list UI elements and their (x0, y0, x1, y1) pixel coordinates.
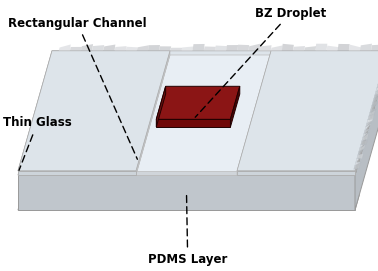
Polygon shape (18, 51, 378, 171)
Polygon shape (360, 143, 366, 148)
Polygon shape (357, 153, 364, 159)
Polygon shape (237, 51, 378, 171)
Polygon shape (360, 44, 372, 51)
Polygon shape (156, 86, 166, 127)
Polygon shape (92, 45, 104, 51)
Polygon shape (355, 51, 378, 175)
Polygon shape (369, 110, 375, 116)
Polygon shape (18, 175, 355, 210)
Polygon shape (70, 47, 82, 51)
Polygon shape (237, 51, 271, 175)
Polygon shape (367, 117, 373, 123)
Polygon shape (376, 85, 378, 92)
Text: BZ Droplet: BZ Droplet (195, 7, 326, 117)
Polygon shape (355, 55, 378, 210)
Polygon shape (366, 118, 372, 127)
Polygon shape (18, 171, 355, 175)
Polygon shape (136, 171, 237, 175)
Polygon shape (327, 46, 338, 51)
Polygon shape (18, 195, 359, 210)
Polygon shape (359, 145, 366, 152)
Polygon shape (304, 46, 316, 51)
Polygon shape (293, 46, 305, 51)
Polygon shape (373, 96, 378, 102)
Polygon shape (365, 123, 372, 130)
Polygon shape (18, 55, 378, 175)
Polygon shape (375, 88, 378, 95)
Polygon shape (193, 44, 204, 51)
Polygon shape (363, 132, 369, 138)
Polygon shape (136, 55, 271, 175)
Polygon shape (368, 110, 375, 120)
Polygon shape (159, 46, 171, 51)
Polygon shape (374, 90, 378, 99)
Polygon shape (137, 45, 149, 51)
Polygon shape (125, 47, 138, 51)
Polygon shape (248, 44, 260, 51)
Polygon shape (354, 161, 361, 169)
Polygon shape (355, 162, 361, 166)
Polygon shape (204, 46, 216, 51)
Polygon shape (237, 171, 355, 175)
Text: Thin Glass: Thin Glass (3, 117, 72, 170)
Polygon shape (377, 81, 378, 88)
Polygon shape (81, 44, 93, 51)
Polygon shape (156, 119, 231, 127)
Polygon shape (18, 51, 170, 171)
Polygon shape (358, 146, 364, 155)
Text: Rectangular Channel: Rectangular Channel (8, 17, 147, 159)
Polygon shape (170, 48, 182, 51)
Polygon shape (370, 109, 376, 113)
Polygon shape (156, 86, 240, 119)
Polygon shape (349, 44, 361, 51)
Polygon shape (315, 44, 327, 51)
Polygon shape (226, 45, 238, 51)
Polygon shape (371, 44, 378, 51)
Polygon shape (356, 157, 363, 162)
Polygon shape (271, 45, 283, 51)
Polygon shape (103, 44, 115, 51)
Polygon shape (260, 45, 271, 51)
Polygon shape (371, 102, 378, 109)
Polygon shape (372, 101, 378, 106)
Polygon shape (338, 44, 350, 51)
Polygon shape (136, 51, 170, 175)
Polygon shape (59, 44, 71, 51)
Polygon shape (231, 86, 240, 127)
Polygon shape (215, 46, 227, 51)
Polygon shape (148, 45, 160, 51)
Polygon shape (282, 44, 294, 51)
Polygon shape (18, 171, 136, 175)
Text: PDMS Layer: PDMS Layer (148, 195, 228, 266)
Polygon shape (115, 46, 127, 51)
Polygon shape (181, 46, 194, 51)
Polygon shape (237, 45, 249, 51)
Polygon shape (362, 133, 369, 141)
Polygon shape (364, 128, 370, 134)
Polygon shape (361, 140, 367, 145)
